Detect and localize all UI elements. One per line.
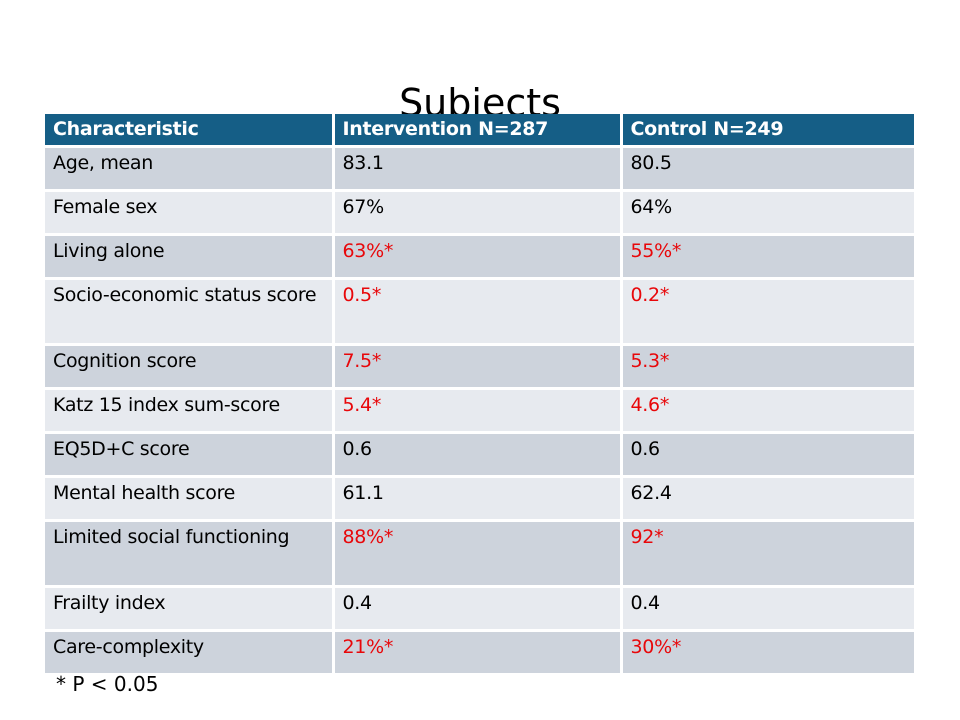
table-row: Socio-economic status score 0.5* 0.2* bbox=[45, 278, 914, 346]
table-row: Frailty index 0.4 0.4 bbox=[45, 586, 914, 632]
intervention-value: 0.6 bbox=[333, 432, 623, 478]
table-row: Female sex 67% 64% bbox=[45, 190, 914, 236]
row-label: Living alone bbox=[45, 234, 335, 280]
control-value: 55%* bbox=[621, 234, 914, 280]
table-row: Limited social functioning 88%* 92* bbox=[45, 520, 914, 588]
row-label: Female sex bbox=[45, 190, 335, 236]
control-value: 92* bbox=[621, 520, 914, 588]
row-label: Mental health score bbox=[45, 476, 335, 522]
row-label: Katz 15 index sum-score bbox=[45, 388, 335, 434]
control-value: 0.4 bbox=[621, 586, 914, 632]
table-row: Cognition score 7.5* 5.3* bbox=[45, 344, 914, 390]
column-header-characteristic: Characteristic bbox=[45, 114, 335, 148]
intervention-value: 0.4 bbox=[333, 586, 623, 632]
intervention-value: 83.1 bbox=[333, 146, 623, 192]
column-header-control: Control N=249 bbox=[621, 114, 914, 148]
table-row: Katz 15 index sum-score 5.4* 4.6* bbox=[45, 388, 914, 434]
control-value: 5.3* bbox=[621, 344, 914, 390]
intervention-value: 63%* bbox=[333, 234, 623, 280]
control-value: 62.4 bbox=[621, 476, 914, 522]
row-label: Age, mean bbox=[45, 146, 335, 192]
column-header-intervention: Intervention N=287 bbox=[333, 114, 623, 148]
intervention-value: 67% bbox=[333, 190, 623, 236]
control-value: 4.6* bbox=[621, 388, 914, 434]
intervention-value: 88%* bbox=[333, 520, 623, 588]
control-value: 0.2* bbox=[621, 278, 914, 346]
table-row: Mental health score 61.1 62.4 bbox=[45, 476, 914, 522]
intervention-value: 61.1 bbox=[333, 476, 623, 522]
table-row: Care-complexity 21%* 30%* bbox=[45, 630, 914, 676]
row-label: Frailty index bbox=[45, 586, 335, 632]
intervention-value: 5.4* bbox=[333, 388, 623, 434]
table-row: Living alone 63%* 55%* bbox=[45, 234, 914, 280]
table-header-row: Characteristic Intervention N=287 Contro… bbox=[45, 114, 914, 148]
intervention-value: 0.5* bbox=[333, 278, 623, 346]
row-label: EQ5D+C score bbox=[45, 432, 335, 478]
intervention-value: 21%* bbox=[333, 630, 623, 676]
row-label: Cognition score bbox=[45, 344, 335, 390]
significance-footnote: * P < 0.05 bbox=[56, 672, 159, 696]
table-row: EQ5D+C score 0.6 0.6 bbox=[45, 432, 914, 478]
control-value: 30%* bbox=[621, 630, 914, 676]
control-value: 80.5 bbox=[621, 146, 914, 192]
row-label: Care-complexity bbox=[45, 630, 335, 676]
intervention-value: 7.5* bbox=[333, 344, 623, 390]
control-value: 64% bbox=[621, 190, 914, 236]
row-label: Limited social functioning bbox=[45, 520, 335, 588]
table-row: Age, mean 83.1 80.5 bbox=[45, 146, 914, 192]
row-label: Socio-economic status score bbox=[45, 278, 335, 346]
subjects-table: Characteristic Intervention N=287 Contro… bbox=[45, 114, 914, 676]
control-value: 0.6 bbox=[621, 432, 914, 478]
